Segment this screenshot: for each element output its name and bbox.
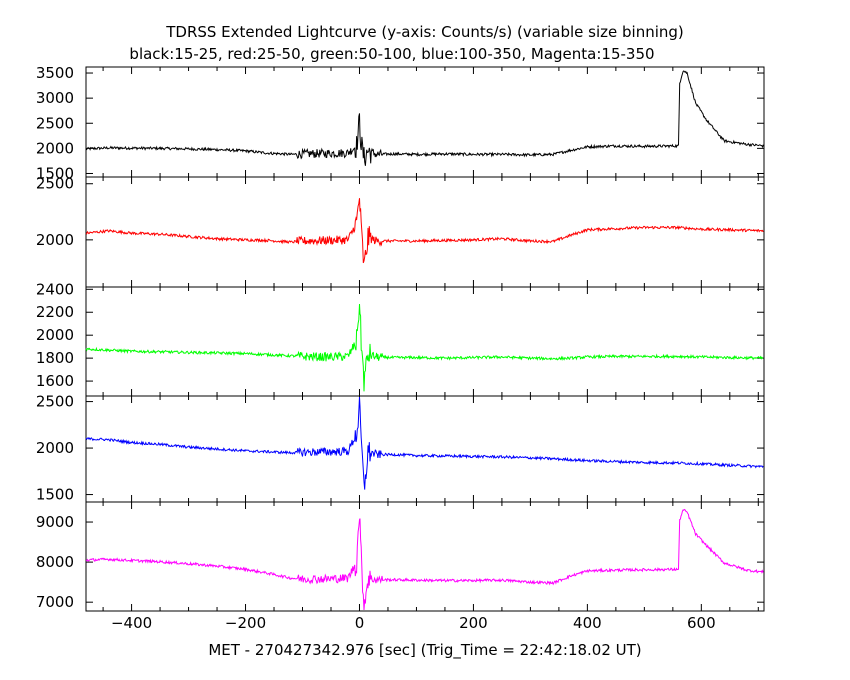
chart-subtitle: black:15-25, red:25-50, green:50-100, bl… [129,45,654,63]
panel-frame [85,176,765,288]
panel-frame [85,66,765,178]
series-line [85,396,764,490]
y-tick-label: 2500 [36,114,74,132]
panel-4: 1500 2000 2500 [36,393,765,504]
x-tick-label: 200 [459,614,488,632]
y-tick-label: 1500 [36,164,74,182]
panels-group: 1500 2000 2500 3000 3500 2000 2500 1600 1800 2000… [36,64,765,612]
chart-title: TDRSS Extended Lightcurve (y-axis: Count… [165,23,684,41]
x-tick-label: 400 [573,614,602,632]
series-line [85,303,764,392]
panel-3: 1600 1800 2000 2200 2400 [36,280,765,397]
y-tick-label: 1500 [36,486,74,504]
series-line [85,70,764,166]
x-axis-label: MET - 270427342.976 [sec] (Trig_Time = 2… [208,641,641,660]
x-tick-label: −200 [225,614,266,632]
y-tick-label: 2000 [36,439,74,457]
panel-frame [85,286,765,397]
y-tick-label: 1800 [36,349,74,367]
y-tick-label: 2400 [36,280,74,298]
y-tick-label: 7000 [36,593,74,611]
x-axis: −400 −200 0 200 400 600 [111,614,716,632]
y-tick-label: 3000 [36,89,74,107]
panel-frame [85,395,765,503]
y-tick-label: 3500 [36,64,74,82]
panel-1: 1500 2000 2500 3000 3500 [36,64,765,182]
y-tick-label: 2000 [36,326,74,344]
y-tick-label: 2000 [36,139,74,157]
y-tick-label: 2200 [36,303,74,321]
y-tick-label: 9000 [36,513,74,531]
y-tick-label: 1600 [36,372,74,390]
series-line [85,508,764,611]
y-tick-label: 2500 [36,393,74,411]
y-tick-label: 2500 [36,175,74,193]
series-line [85,198,764,264]
panel-frame [85,501,765,612]
y-tick-label: 8000 [36,553,74,571]
x-tick-label: 600 [687,614,716,632]
y-tick-label: 2000 [36,231,74,249]
panel-5: 7000 8000 9000 [36,501,765,612]
x-tick-label: −400 [111,614,152,632]
x-tick-label: 0 [355,614,365,632]
panel-2: 2000 2500 [36,175,765,288]
